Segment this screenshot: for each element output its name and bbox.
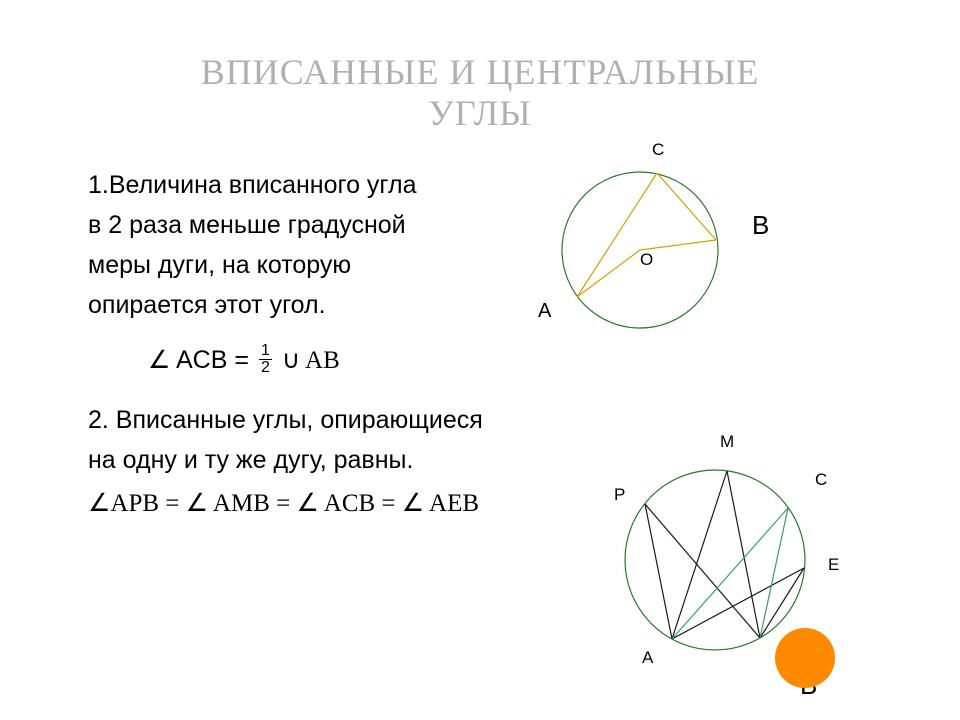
fraction-half: 1 2: [259, 343, 272, 376]
d2-label-E: E: [828, 555, 839, 575]
d1-label-B: B: [752, 210, 769, 241]
formula2-text: ∠APB = ∠ AMB = ∠ ACB = ∠ AEB: [88, 490, 479, 517]
formula1-suffix: ∪ AB: [282, 345, 340, 375]
page-title: ВПИСАННЫЕ И ЦЕНТРАЛЬНЫЕ УГЛЫ: [0, 52, 960, 135]
p2-line1: 2. Вписанные углы, опирающиеся: [88, 400, 483, 440]
title-line-2: УГЛЫ: [428, 93, 531, 133]
frac-num: 1: [259, 343, 272, 360]
d1-label-A: A: [538, 300, 551, 323]
paragraph-1: 1.Величина вписанного угла в 2 раза мень…: [88, 165, 416, 325]
formula-2: ∠APB = ∠ AMB = ∠ ACB = ∠ AEB: [88, 488, 479, 518]
d1-label-O: O: [640, 250, 653, 270]
p1-line3: меры дуги, на которую: [88, 245, 416, 285]
slide-page: ВПИСАННЫЕ И ЦЕНТРАЛЬНЫЕ УГЛЫ 1.Величина …: [0, 0, 960, 720]
p2-line2: на одну и ту же дугу, равны.: [88, 440, 483, 480]
d2-label-P: P: [614, 485, 625, 505]
accent-dot: [775, 628, 835, 688]
d2-label-M: M: [720, 432, 734, 452]
d2-label-C: C: [815, 470, 827, 490]
p1-line2: в 2 раза меньше градусной: [88, 205, 416, 245]
title-line-1: ВПИСАННЫЕ И ЦЕНТРАЛЬНЫЕ: [201, 52, 759, 92]
paragraph-2: 2. Вписанные углы, опирающиеся на одну и…: [88, 400, 483, 480]
d1-label-C: C: [652, 140, 664, 160]
p1-line1: 1.Величина вписанного угла: [88, 165, 416, 205]
frac-den: 2: [259, 360, 272, 376]
accent-dot-svg: [775, 628, 835, 688]
formula-1: ∠ ACB = 1 2 ∪ AB: [148, 343, 340, 376]
d2-label-A: A: [642, 648, 653, 668]
p1-line4: опирается этот угол.: [88, 285, 416, 325]
formula1-prefix: ∠ ACB =: [148, 345, 249, 375]
